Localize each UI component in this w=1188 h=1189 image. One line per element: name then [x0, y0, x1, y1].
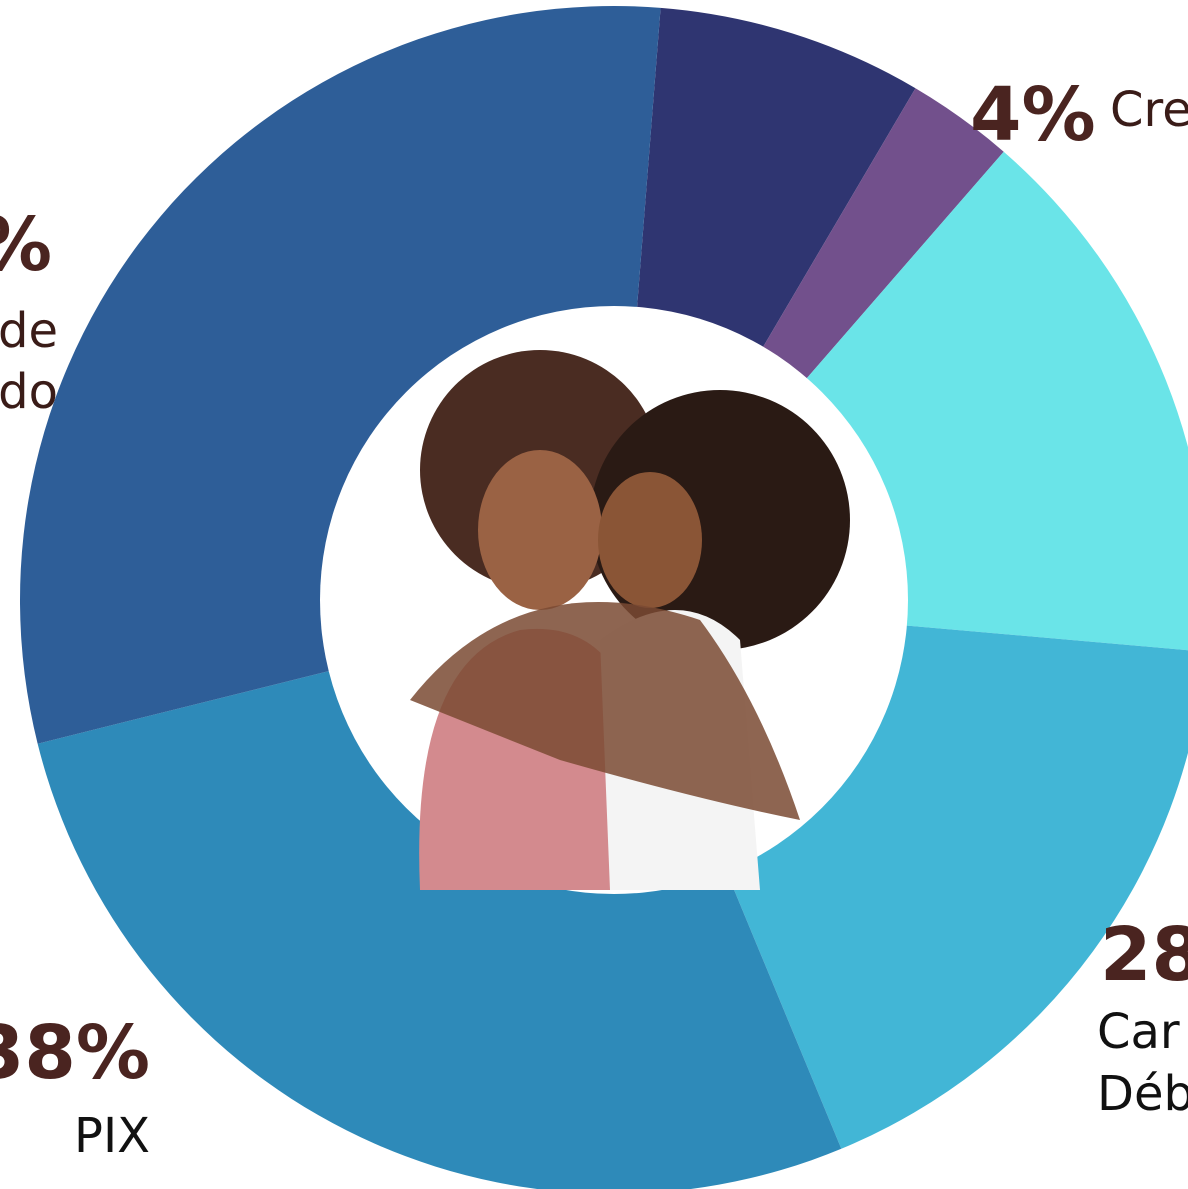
slice-name: do	[0, 364, 58, 420]
slice-name: Cre	[1110, 82, 1188, 138]
slice-name: Car	[1097, 1004, 1180, 1060]
donut-slice	[804, 151, 1188, 651]
slice-name: Déb	[1097, 1066, 1188, 1122]
center-photo	[410, 350, 850, 890]
slice-name: PIX	[74, 1108, 150, 1164]
donut-slice	[761, 88, 1004, 382]
slice-percent: 28	[1100, 912, 1188, 998]
donut-slice	[19, 5, 661, 744]
slice-name: de	[0, 303, 58, 359]
slice-percent: %	[0, 202, 52, 288]
donut	[19, 5, 1188, 1189]
slice-percent: 4%	[970, 72, 1096, 158]
slice-percent: 38%	[0, 1010, 150, 1096]
donut-slice	[636, 7, 916, 351]
donut-slice	[37, 670, 842, 1189]
donut-slice	[724, 625, 1188, 1149]
